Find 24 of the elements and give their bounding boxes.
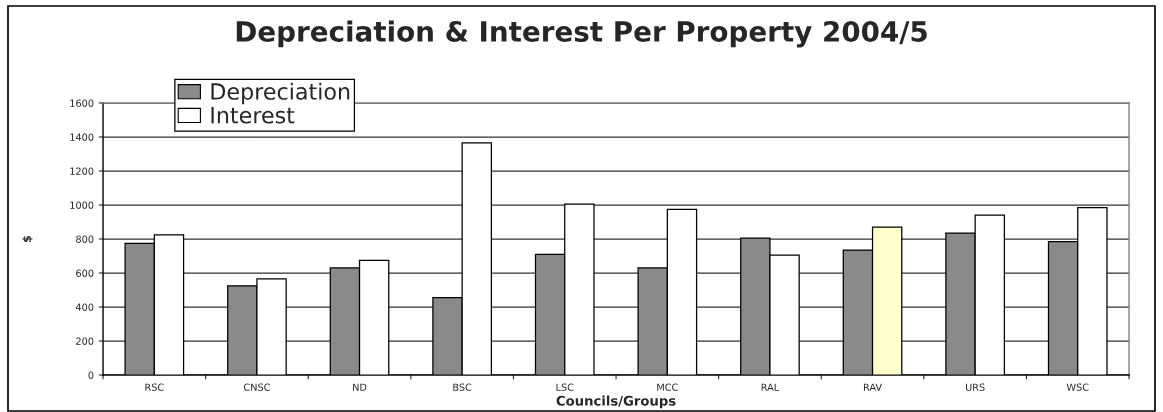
y-tick-label: 1400 xyxy=(70,133,94,141)
y-axis-title: $ xyxy=(22,235,33,242)
x-tick-label: WSC xyxy=(1066,383,1089,391)
y-tick-label: 1200 xyxy=(70,167,94,175)
y-tick-label: 800 xyxy=(76,235,94,243)
y-tick-label: 0 xyxy=(88,371,94,379)
x-tick-label: RAL xyxy=(761,383,780,391)
x-tick-label: LSC xyxy=(556,383,574,391)
legend-label: Depreciation xyxy=(211,82,350,105)
y-tick-label: 1600 xyxy=(70,99,94,107)
x-axis-title: Councils/Groups xyxy=(556,395,676,409)
y-tick-label: 200 xyxy=(76,337,94,345)
x-tick-label: BSC xyxy=(453,383,472,391)
legend-label: Interest xyxy=(211,107,295,124)
x-tick-label: MCC xyxy=(657,383,678,391)
y-tick-label: 600 xyxy=(76,269,94,277)
y-tick-label: 1000 xyxy=(70,201,94,209)
x-tick-label: CNSC xyxy=(243,383,270,391)
x-tick-label: RSC xyxy=(145,383,164,391)
x-tick-label: RAV xyxy=(863,383,882,391)
y-tick-label: 400 xyxy=(75,303,94,311)
x-tick-label: URS xyxy=(965,383,985,391)
chart-title: Depreciation & Interest Per Property 2004/5 xyxy=(236,20,927,48)
x-tick-label: ND xyxy=(353,383,367,391)
